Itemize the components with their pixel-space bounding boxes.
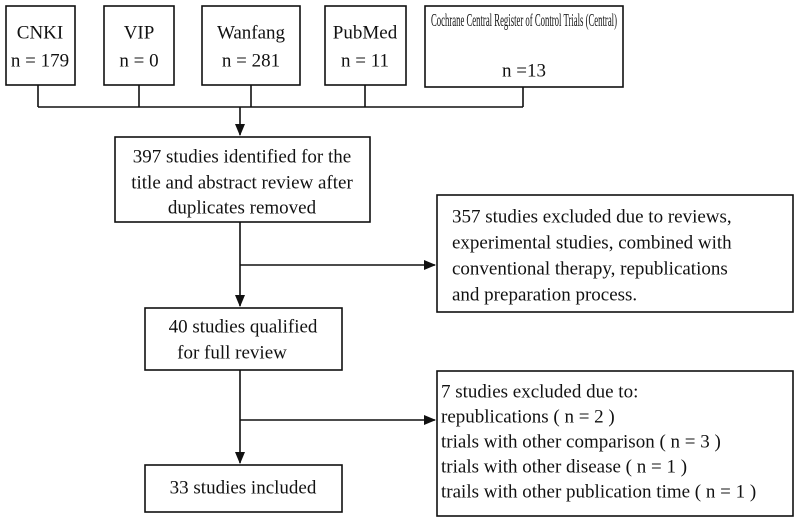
box-line: trials with other comparison ( n = 3 ) — [441, 431, 721, 452]
source-box — [324, 5, 407, 86]
box-line: conventional therapy, republications — [452, 258, 728, 279]
source-box — [5, 5, 76, 86]
source-name: VIP — [124, 22, 155, 43]
source-name: Cochrane Central Register of Control Tri… — [431, 10, 617, 31]
box-line: 357 studies excluded due to reviews, — [452, 206, 732, 227]
screening-box — [114, 136, 371, 223]
box-line: 40 studies qualified — [169, 316, 318, 337]
source-count: n =13 — [502, 60, 546, 81]
included-box — [144, 464, 343, 513]
source-box — [424, 5, 624, 88]
box-line: trails with other publication time ( n =… — [441, 481, 756, 502]
source-count: n = 179 — [11, 50, 69, 71]
box-line: for full review — [177, 342, 287, 363]
merge-lines — [37, 85, 524, 108]
source-name: Wanfang — [217, 22, 286, 43]
box-line: title and abstract review after — [131, 172, 353, 193]
source-box — [103, 5, 175, 86]
source-count: n = 0 — [119, 50, 158, 71]
source-box — [201, 5, 301, 86]
source-name: PubMed — [333, 22, 398, 43]
exclusion-box — [436, 370, 794, 517]
box-line: and preparation process. — [452, 284, 637, 305]
full-review-box — [144, 307, 343, 371]
box-line: duplicates removed — [168, 197, 317, 218]
box-line: trials with other disease ( n = 1 ) — [441, 456, 687, 477]
box-line: experimental studies, combined with — [452, 232, 732, 253]
source-count: n = 11 — [341, 50, 389, 71]
source-count: n = 281 — [222, 50, 280, 71]
exclusion-box — [436, 194, 794, 313]
box-line: 7 studies excluded due to: — [441, 381, 638, 402]
box-line: 397 studies identified for the — [133, 146, 351, 167]
source-name: CNKI — [17, 22, 63, 43]
box-line: republications ( n = 2 ) — [441, 406, 615, 427]
connectors — [37, 85, 524, 464]
box-line: 33 studies included — [170, 477, 317, 498]
